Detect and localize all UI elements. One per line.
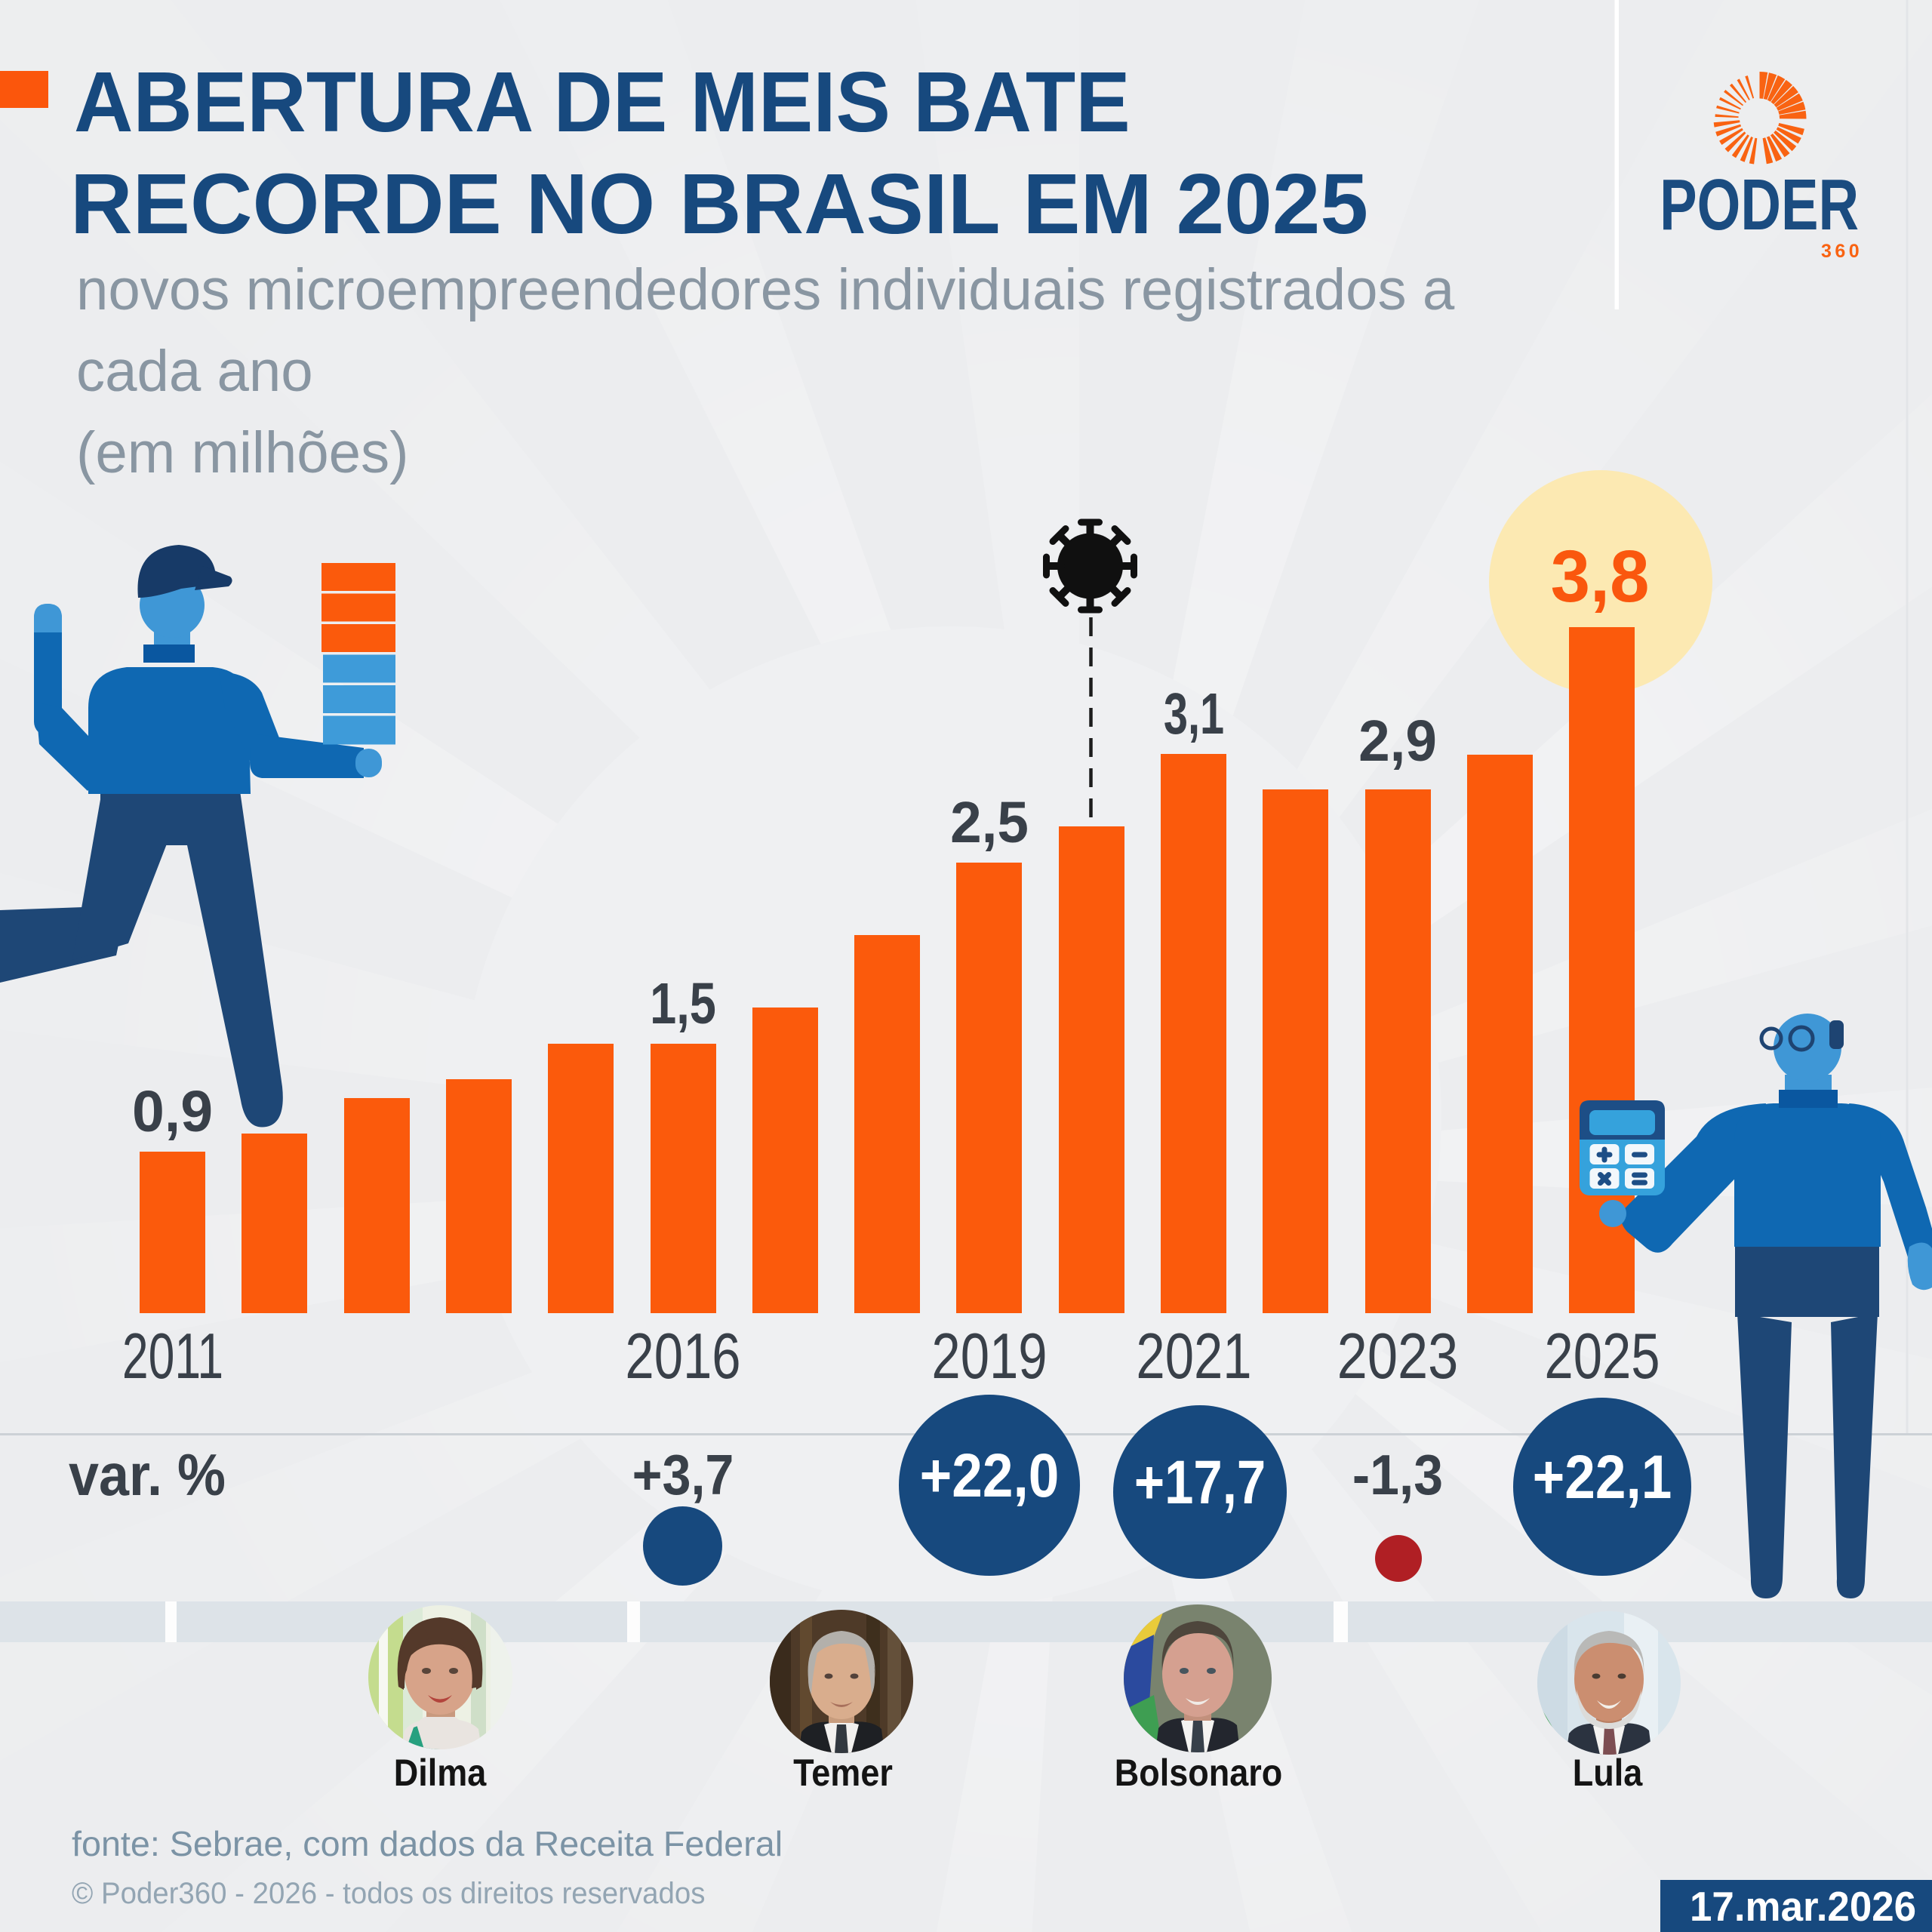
svg-text:360: 360 bbox=[1821, 241, 1863, 262]
svg-text:PODER: PODER bbox=[1660, 165, 1859, 245]
